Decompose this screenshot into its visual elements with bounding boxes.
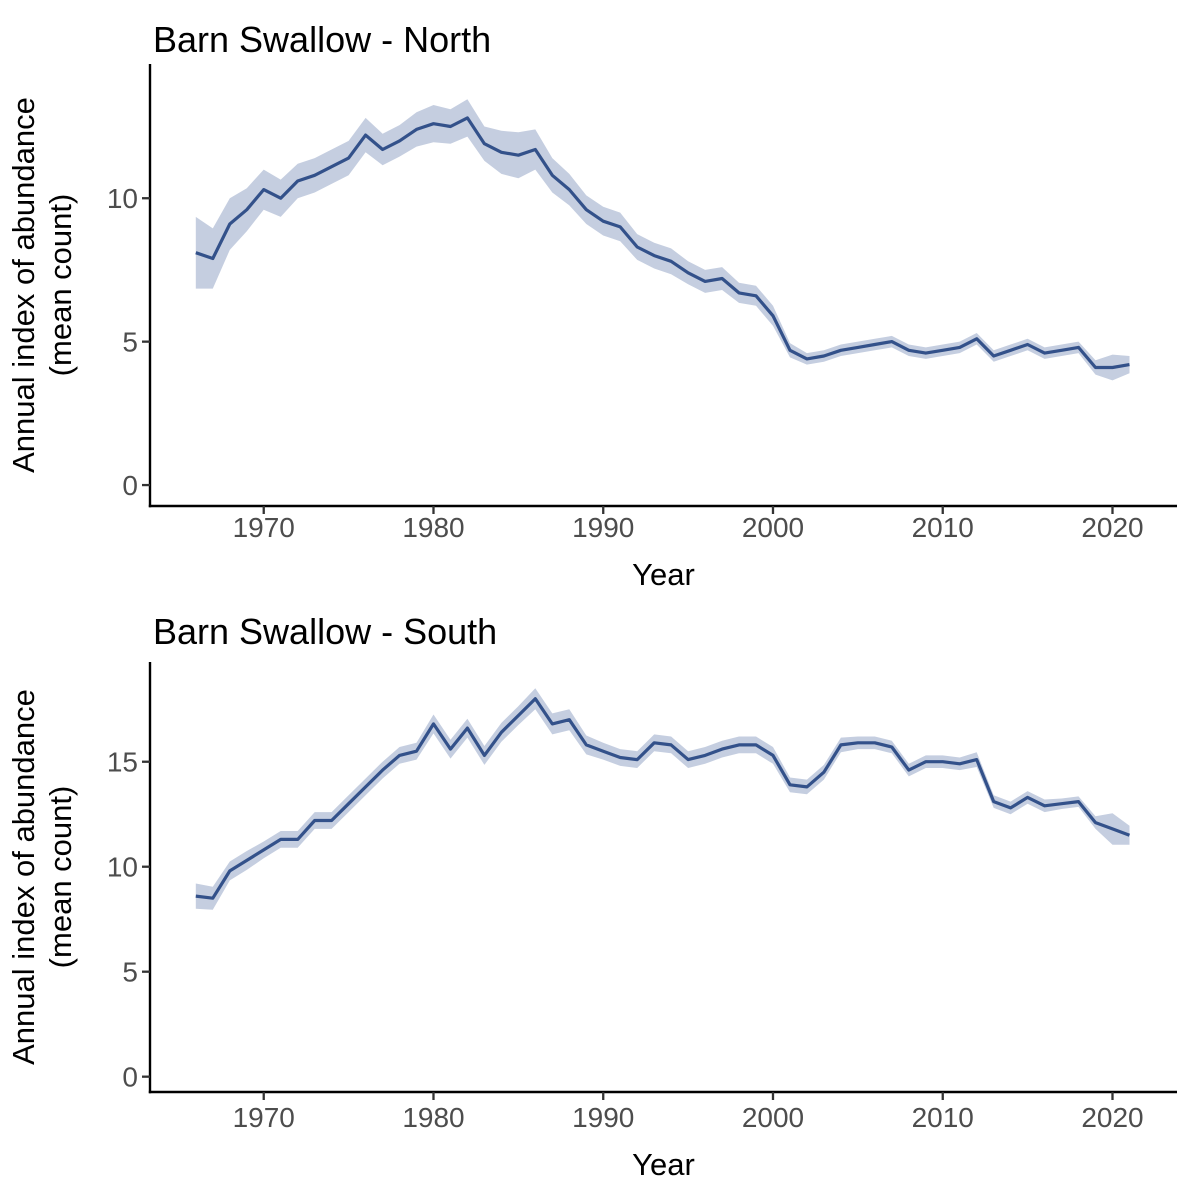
x-tick-label: 1990 (572, 512, 634, 543)
y-axis-title-line2: (mean count) (43, 786, 78, 969)
confidence-ribbon (195, 688, 1130, 910)
x-tick-label: 2000 (742, 1102, 804, 1133)
x-tick-label: 2010 (912, 1102, 974, 1133)
y-axis-title-line2: (mean count) (43, 194, 78, 377)
y-tick-label: 0 (122, 1062, 138, 1093)
chart-title: Barn Swallow - South (153, 611, 497, 652)
x-tick-label: 1970 (233, 1102, 295, 1133)
y-tick-label: 10 (107, 852, 138, 883)
confidence-ribbon (195, 99, 1130, 381)
x-tick-label: 2020 (1081, 1102, 1143, 1133)
x-axis-title: Year (632, 1147, 695, 1182)
y-tick-label: 15 (107, 747, 138, 778)
x-tick-label: 1990 (572, 1102, 634, 1133)
x-tick-label: 2020 (1081, 512, 1143, 543)
y-tick-label: 0 (122, 470, 138, 501)
x-tick-label: 1970 (233, 512, 295, 543)
trend-line (195, 116, 1130, 370)
trend-line (195, 697, 1131, 900)
x-tick-label: 1980 (402, 512, 464, 543)
y-axis-title-line1: Annual index of abundance (6, 689, 41, 1065)
x-tick-label: 1980 (402, 1102, 464, 1133)
chart-title: Barn Swallow - North (153, 19, 491, 60)
x-tick-label: 2000 (742, 512, 804, 543)
x-axis-title: Year (632, 557, 695, 592)
y-axis-title-line1: Annual index of abundance (6, 97, 41, 473)
chart-north: 1970 1980 1990 2000 2010 2020 0 5 10 Barn Swallow… (6, 19, 1177, 592)
y-tick-label: 5 (122, 957, 138, 988)
chart-south: 1970 1980 1990 2000 2010 2020 0 5 10 15 Barn Swall… (6, 611, 1177, 1182)
panel-north: 1970 1980 1990 2000 2010 2020 0 5 10 Barn Swallow… (6, 19, 1177, 592)
y-tick-label: 5 (122, 327, 138, 358)
panel-south: 1970 1980 1990 2000 2010 2020 0 5 10 15 Barn Swall… (0, 600, 1200, 1200)
x-tick-label: 2010 (912, 512, 974, 543)
y-tick-label: 10 (107, 183, 138, 214)
